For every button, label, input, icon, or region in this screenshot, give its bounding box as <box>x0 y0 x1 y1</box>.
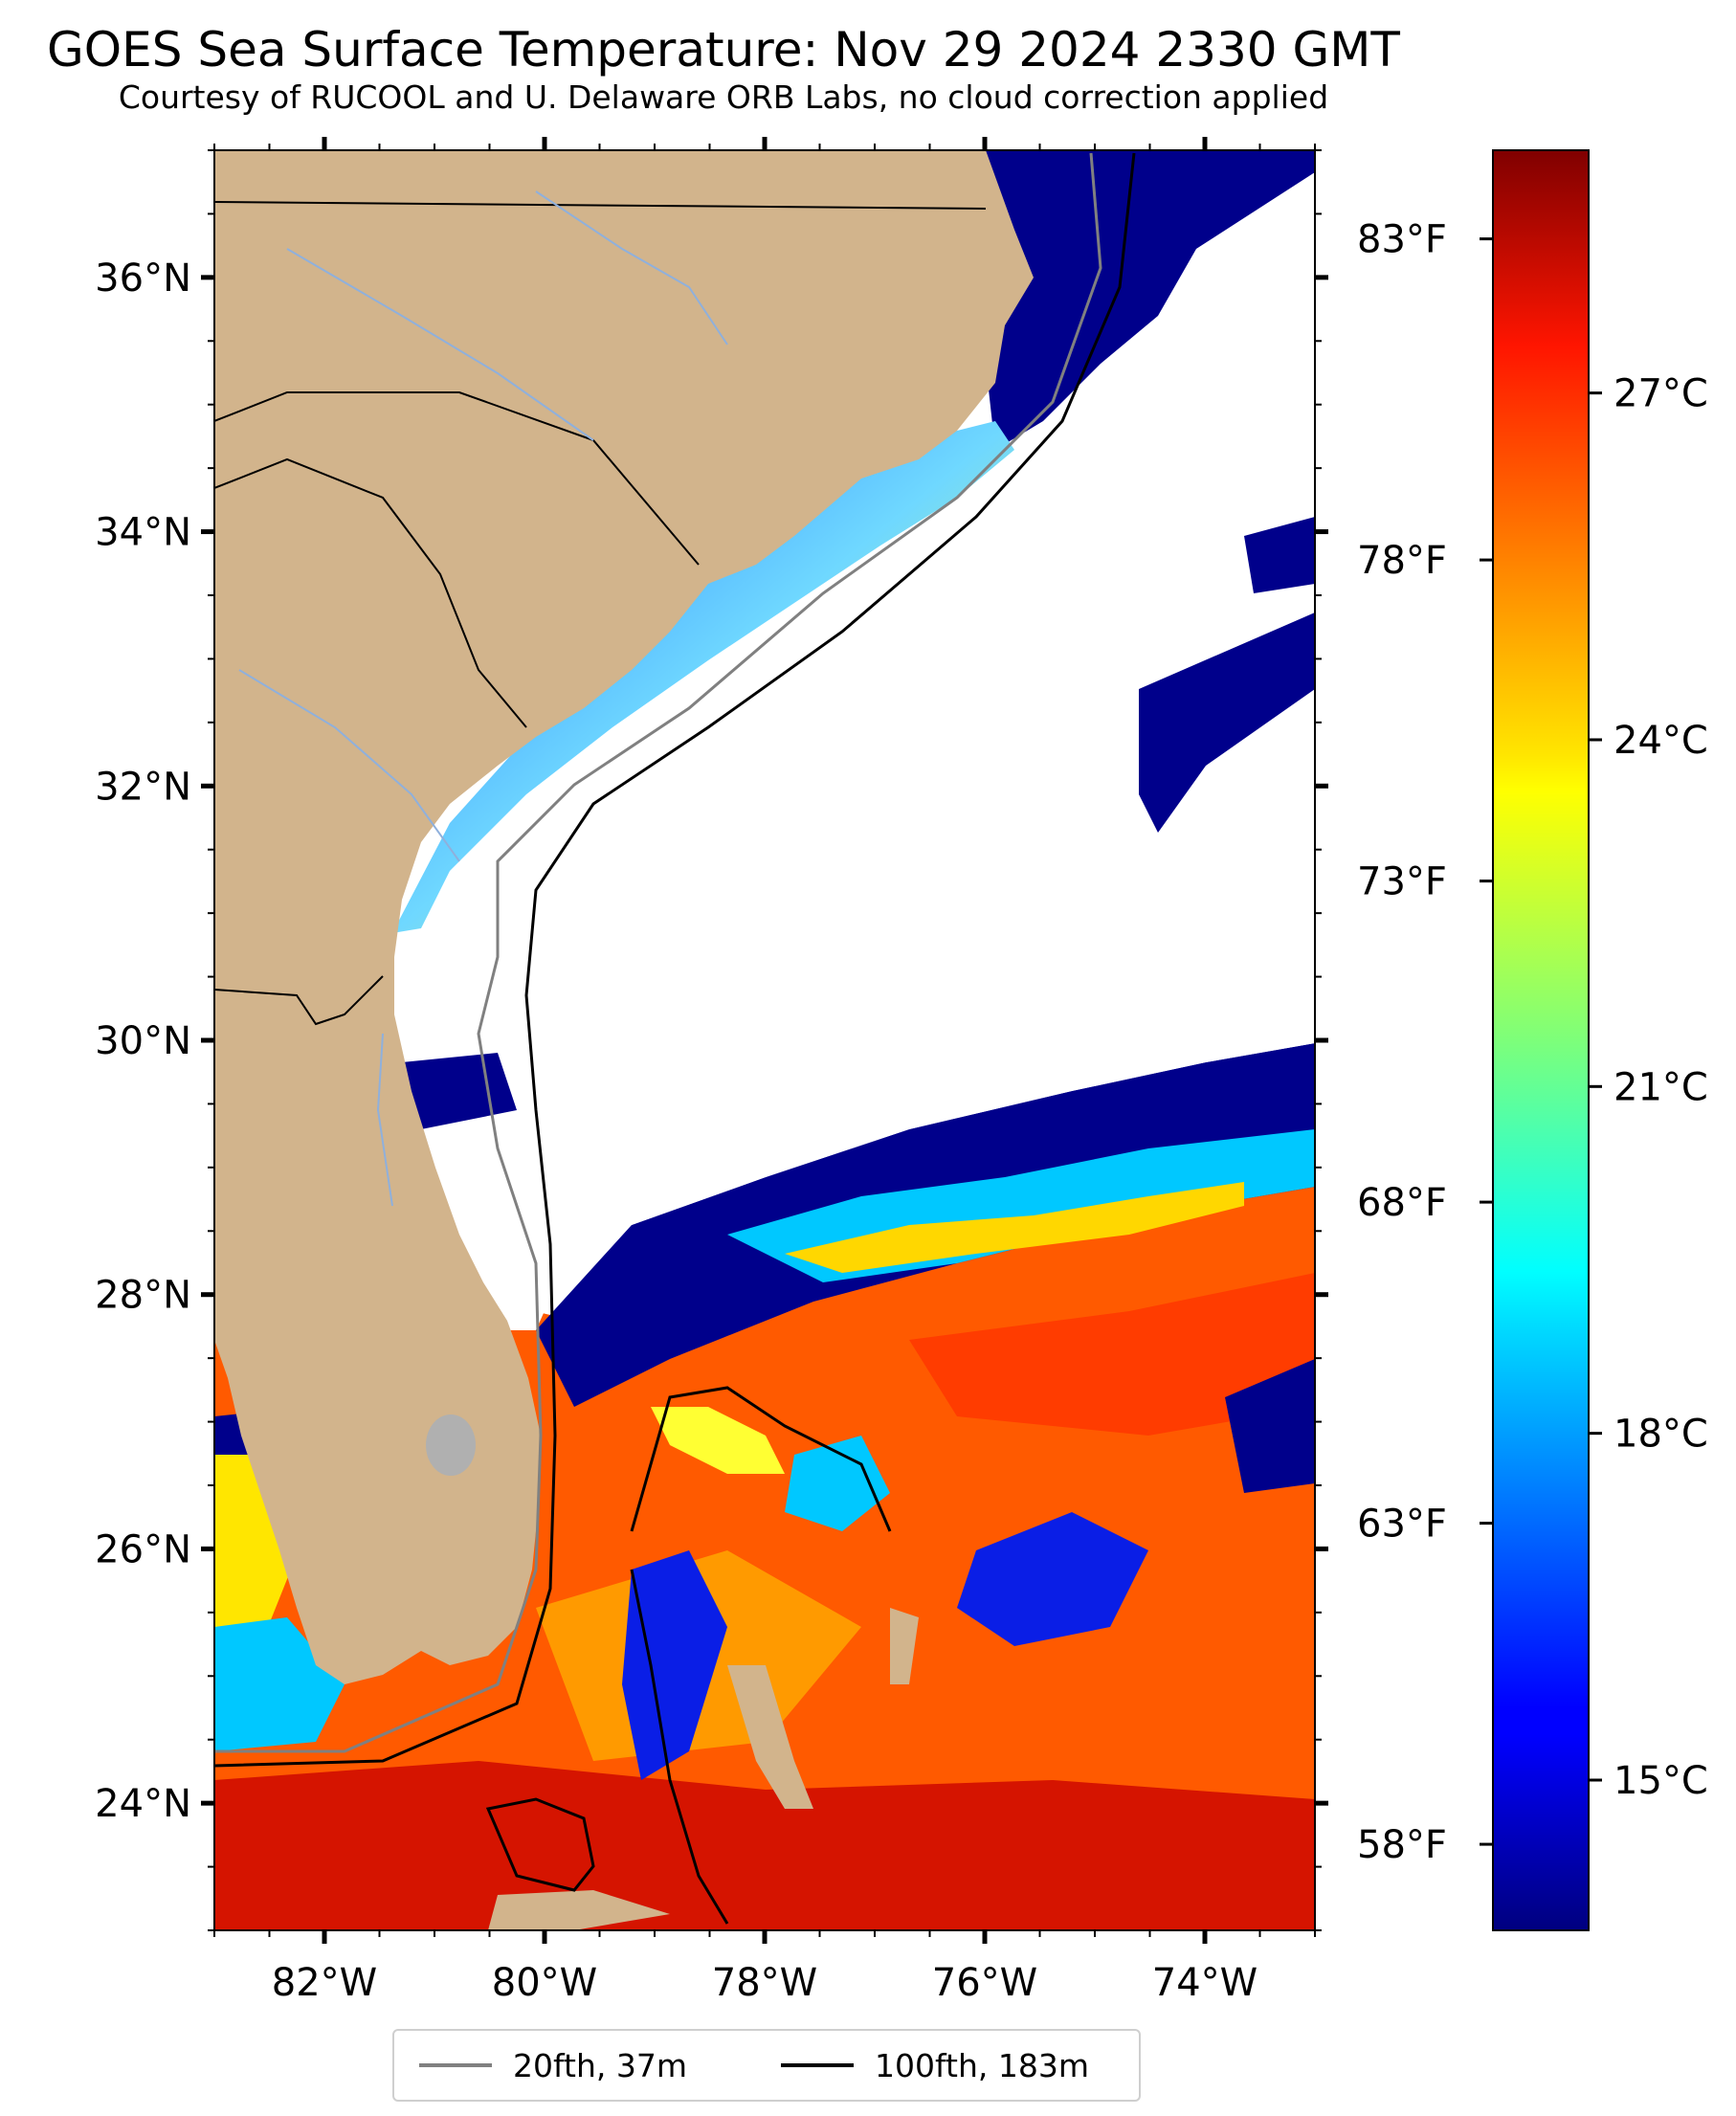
fahrenheit-tick-label: 78°F <box>1357 539 1447 583</box>
cold-water-patch <box>1139 613 1315 833</box>
lon-tick-label: 76°W <box>932 1961 1037 2005</box>
legend-item-100fth: 100fth, 183m <box>781 2031 1089 2100</box>
celsius-tick-label: 15°C <box>1614 1759 1708 1803</box>
cool-water-patch <box>785 1436 890 1531</box>
shelf-water <box>392 421 1014 933</box>
mid-water-band <box>785 1182 1244 1273</box>
lon-tick-label: 82°W <box>272 1961 377 2005</box>
lat-tick-label: 30°N <box>95 1019 191 1063</box>
fahrenheit-tick-label: 68°F <box>1357 1181 1447 1225</box>
cold-water-patch <box>1225 1359 1315 1493</box>
warm-ocean-patch <box>909 1273 1315 1436</box>
isobath-100fth-bahamas <box>630 1569 729 1925</box>
lon-tick-label: 74°W <box>1152 1961 1257 2005</box>
island-grand-bahama-bank <box>651 1407 785 1474</box>
cold-water-north <box>986 150 1315 450</box>
celsius-tick-label: 18°C <box>1614 1413 1708 1457</box>
colorbar-ticks: 27°C 24°C 21°C 18°C 15°C 83°F 78°F 73°F 68°F 63°F… <box>1357 218 1708 1867</box>
celsius-tick-label: 21°C <box>1614 1065 1708 1109</box>
rivers <box>238 190 728 1207</box>
isobath-100fth-bahamas-bank <box>630 1386 892 1532</box>
lat-tick-label: 28°N <box>95 1274 191 1318</box>
isobath-20fth <box>214 152 1102 1753</box>
lat-tick-label: 34°N <box>95 511 191 555</box>
legend-label-100fth: 100fth, 183m <box>875 2046 1089 2084</box>
lake-okeechobee <box>426 1414 476 1476</box>
fahrenheit-tick-label: 83°F <box>1357 218 1447 262</box>
cold-water-patch <box>1244 517 1315 593</box>
map-subtitle: Courtesy of RUCOOL and U. Delaware ORB L… <box>118 78 1329 116</box>
celsius-tick-label: 24°C <box>1614 719 1708 763</box>
map-title: GOES Sea Surface Temperature: Nov 29 202… <box>47 22 1400 78</box>
cloud-mask-central <box>383 402 1315 1330</box>
warm-ocean-south <box>214 1761 1315 1930</box>
lat-tick-label: 36°N <box>95 256 191 301</box>
island-andros <box>727 1665 813 1809</box>
fahrenheit-tick-label: 73°F <box>1357 860 1447 904</box>
cold-water-patch <box>622 1550 727 1780</box>
legend: 20fth, 37m 100fth, 183m <box>392 2029 1141 2102</box>
legend-label-20fth: 20fth, 37m <box>513 2046 687 2084</box>
fahrenheit-tick-label: 58°F <box>1357 1823 1447 1867</box>
island-cuba-coast <box>488 1890 670 1930</box>
axis-ticks <box>201 137 1328 1944</box>
lat-tick-label: 32°N <box>95 765 191 809</box>
land-patch <box>214 1148 239 1206</box>
lat-tick-label: 24°N <box>95 1782 191 1826</box>
cold-water-patch <box>402 1053 517 1129</box>
land-southeast-us <box>214 150 1034 1684</box>
celsius-tick-label: 27°C <box>1614 372 1708 416</box>
cold-water-patch <box>957 1512 1148 1646</box>
isobath-100fth <box>214 152 1136 1768</box>
colorbar <box>1492 149 1590 1931</box>
legend-line-100fth <box>781 2063 854 2067</box>
island-patch <box>890 1608 919 1684</box>
axis-labels: 36°N 34°N 32°N 30°N 28°N 26°N 24°N 82°W 80°W 78°W… <box>95 256 1257 2005</box>
map-panel <box>214 150 1315 1930</box>
isobath-100fth-cay-sal <box>485 1797 595 1892</box>
lat-tick-label: 26°N <box>95 1527 191 1571</box>
legend-line-20fth <box>419 2063 492 2067</box>
lon-tick-label: 78°W <box>712 1961 817 2005</box>
lon-tick-label: 80°W <box>492 1961 597 2005</box>
fahrenheit-tick-label: 63°F <box>1357 1503 1447 1547</box>
legend-item-20fth: 20fth, 37m <box>419 2031 687 2100</box>
state-borders <box>214 201 987 1026</box>
